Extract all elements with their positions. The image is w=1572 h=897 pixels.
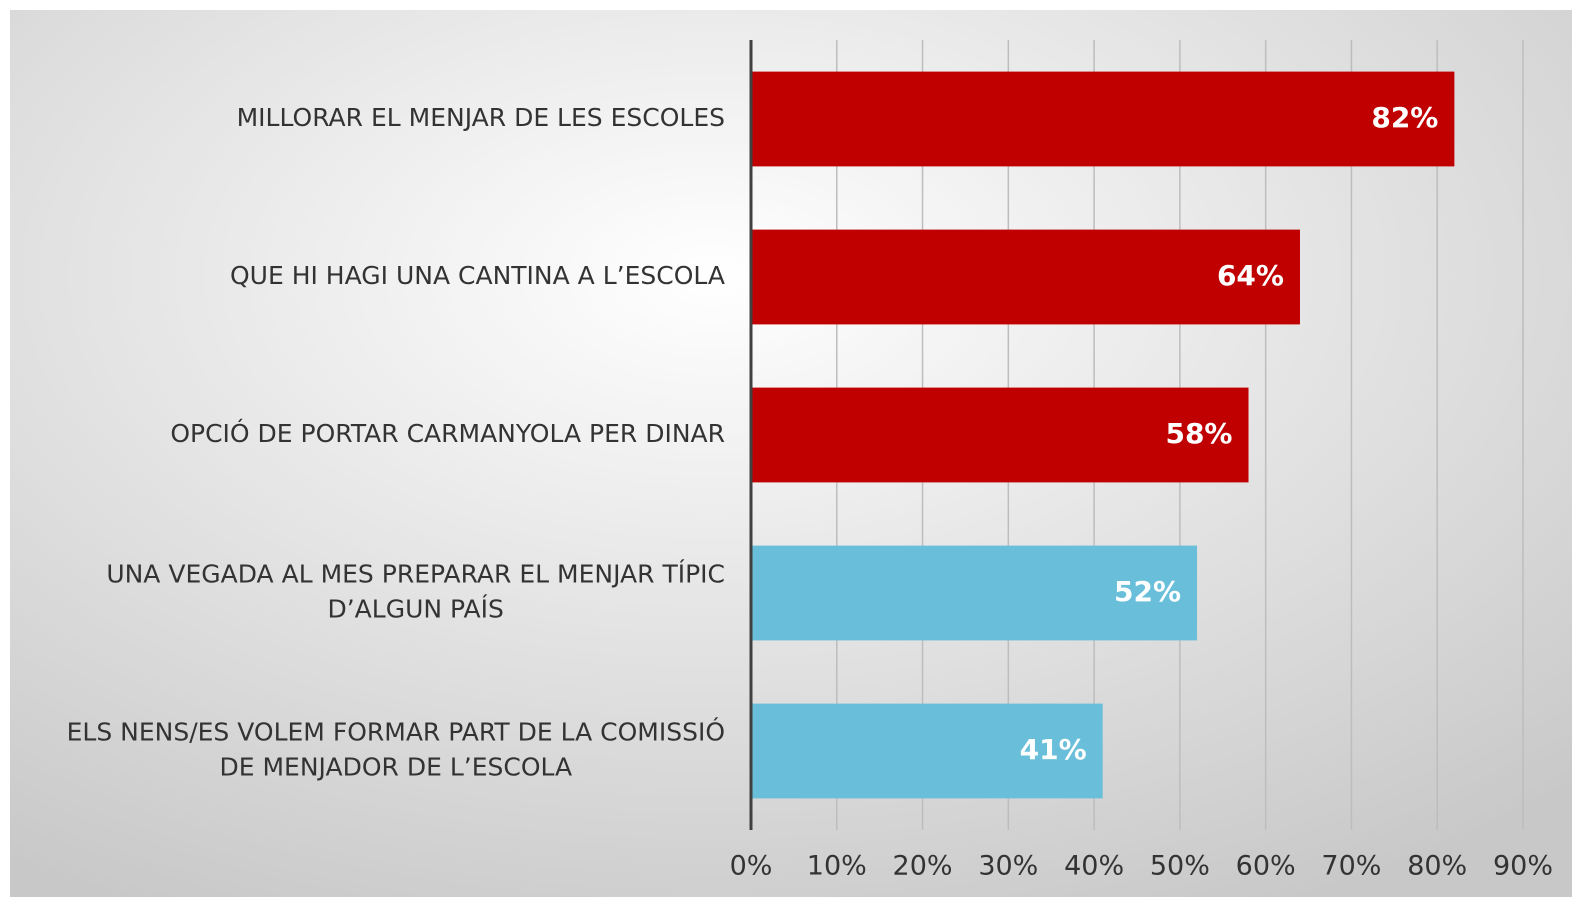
bar — [751, 229, 1300, 325]
x-tick-label: 30% — [978, 851, 1038, 882]
x-tick-label: 70% — [1321, 851, 1381, 882]
x-tick-label: 90% — [1493, 851, 1553, 882]
x-tick-label: 60% — [1236, 851, 1296, 882]
x-tick-label: 80% — [1407, 851, 1467, 882]
x-tick-label: 10% — [807, 851, 867, 882]
value-label: 58% — [1165, 417, 1232, 450]
value-label: 52% — [1114, 575, 1181, 608]
category-label: OPCIÓ DE PORTAR CARMANYOLA PER DINAR — [170, 418, 725, 448]
bar — [751, 71, 1455, 167]
value-label: 41% — [1020, 733, 1087, 766]
x-tick-label: 20% — [893, 851, 953, 882]
x-tick-label: 40% — [1064, 851, 1124, 882]
category-label: UNA VEGADA AL MES PREPARAR EL MENJAR TÍP… — [106, 560, 725, 589]
bar — [751, 387, 1249, 483]
x-tick-label: 0% — [730, 851, 773, 882]
category-label: ELS NENS/ES VOLEM FORMAR PART DE LA COMI… — [67, 717, 725, 747]
value-label: 64% — [1217, 259, 1284, 292]
category-label: QUE HI HAGI UNA CANTINA A L’ESCOLA — [230, 261, 725, 290]
value-label: 82% — [1371, 101, 1438, 134]
category-label: MILLORAR EL MENJAR DE LES ESCOLES — [237, 103, 725, 132]
category-label: DE MENJADOR DE L’ESCOLA — [219, 753, 572, 782]
bar — [751, 703, 1103, 799]
x-tick-label: 50% — [1150, 851, 1210, 882]
category-label: D’ALGUN PAÍS — [327, 595, 503, 624]
bar — [751, 545, 1198, 641]
